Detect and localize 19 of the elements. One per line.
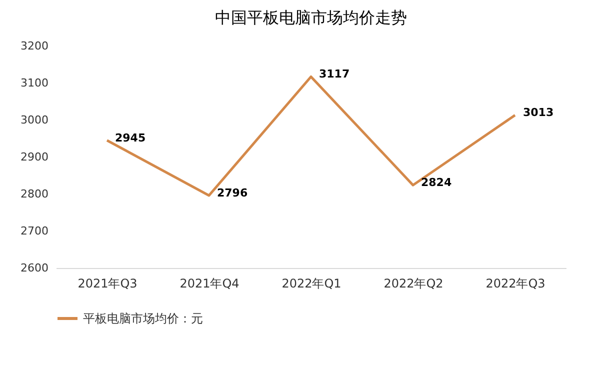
y-tick-label: 3200: [20, 40, 48, 52]
y-tick-label: 2800: [20, 188, 48, 200]
data-label: 3013: [523, 106, 554, 120]
data-label: 2796: [217, 186, 248, 200]
legend-label: 平板电脑市场均价：元: [83, 312, 203, 326]
data-label: 3117: [319, 68, 350, 81]
x-tick-label: 2022年Q2: [384, 276, 444, 290]
x-tick-label: 2021年Q4: [180, 276, 240, 290]
y-tick-label: 2600: [20, 262, 48, 274]
y-tick-label: 3000: [20, 114, 48, 126]
x-tick-label: 2022年Q3: [486, 276, 546, 290]
x-tick-label: 2022年Q1: [282, 276, 342, 290]
y-tick-label: 2700: [20, 224, 48, 238]
data-label: 2824: [421, 176, 452, 190]
x-tick-label: 2021年Q3: [78, 276, 138, 290]
y-tick-label: 2900: [20, 150, 48, 164]
y-tick-label: 3100: [20, 76, 48, 90]
data-label: 2945: [115, 131, 146, 144]
chart-title: 中国平板电脑市场均价走势: [215, 8, 407, 27]
